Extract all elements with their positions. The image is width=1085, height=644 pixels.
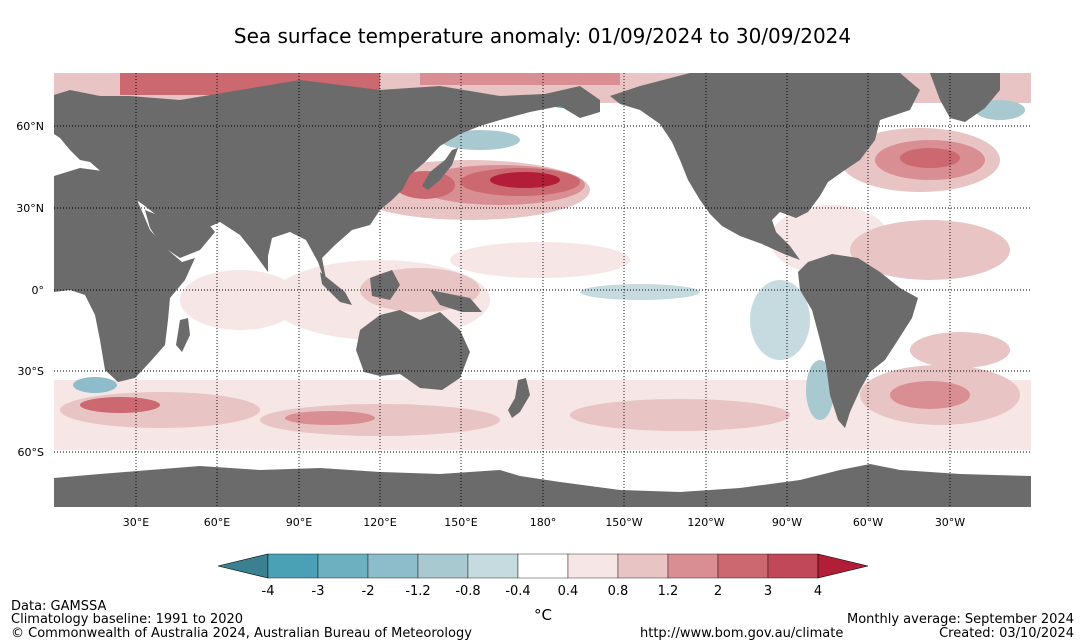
colorbar-segment: [617, 553, 669, 579]
lat-label-30s: 30°S: [18, 365, 44, 378]
graticule: [54, 73, 1031, 507]
lon-label-120e: 120°E: [363, 516, 396, 529]
colorbar-segment: [517, 553, 569, 579]
colorbar-unit: °C: [534, 606, 552, 624]
colorbar-extend-low: [217, 553, 269, 579]
colorbar-tick: 0.8: [608, 584, 629, 599]
colorbar-tick: -4: [262, 584, 275, 599]
footer-data-source: Data: GAMSSA: [11, 599, 107, 614]
lon-label-120w: 120°W: [687, 516, 724, 529]
colorbar-extend-high: [817, 553, 869, 579]
colorbar-tick: 3: [764, 584, 772, 599]
lon-label-30e: 30°E: [123, 516, 149, 529]
footer-created: Created: 03/10/2024: [939, 626, 1074, 641]
colorbar-tick: 2: [714, 584, 722, 599]
map-title: Sea surface temperature anomaly: 01/09/2…: [233, 24, 852, 48]
colorbar-segment: [717, 553, 769, 579]
greenland-land: [930, 73, 1000, 122]
lon-label-30w: 30°W: [935, 516, 965, 529]
australia-land: [356, 310, 470, 390]
lon-label-60w: 60°W: [853, 516, 883, 529]
colorbar-segment: [667, 553, 719, 579]
footer-period: Monthly average: September 2024: [847, 612, 1074, 627]
land-masses: [54, 73, 1031, 507]
lon-label-150e: 150°E: [444, 516, 477, 529]
eurasia-land: [54, 80, 600, 290]
lon-label-90e: 90°E: [286, 516, 312, 529]
lon-label-150w: 150°W: [605, 516, 642, 529]
north-america-land: [610, 73, 920, 260]
sumatra-land: [320, 272, 352, 305]
south-america-land: [798, 254, 918, 428]
lat-label-60n: 60°N: [16, 120, 44, 133]
lat-label-equator: 0°: [32, 284, 45, 297]
colorbar-segment: [267, 553, 319, 579]
colorbar-segment: [317, 553, 369, 579]
colorbar-segment: [467, 553, 519, 579]
lat-label-60s: 60°S: [18, 446, 44, 459]
longitude-labels: 30°E 60°E 90°E 120°E 150°E 180° 150°W 12…: [123, 516, 966, 529]
lon-label-90w: 90°W: [772, 516, 802, 529]
colorbar-segment: [367, 553, 419, 579]
latitude-labels: 60°N 30°N 0° 30°S 60°S: [16, 120, 44, 459]
colorbar-tick: -0.4: [505, 584, 530, 599]
colorbar-tick: 1.2: [658, 584, 679, 599]
colorbar-tick: 0.4: [558, 584, 579, 599]
colorbar-tick: -0.8: [455, 584, 480, 599]
colorbar: -4 -3 -2 -1.2 -0.8 -0.4 0.4 0.8 1.2 2 3 …: [217, 553, 869, 624]
colorbar-tick: -3: [312, 584, 325, 599]
colorbar-segment: [767, 553, 819, 579]
colorbar-tick: -2: [362, 584, 375, 599]
lon-label-60e: 60°E: [204, 516, 230, 529]
footer-url: http://www.bom.gov.au/climate: [640, 626, 844, 641]
japan-land: [422, 148, 458, 190]
lon-label-180: 180°: [530, 516, 557, 529]
new-guinea-land: [430, 290, 482, 312]
colorbar-tick: 4: [814, 584, 822, 599]
footer-copyright: © Commonwealth of Australia 2024, Austra…: [11, 626, 472, 641]
colorbar-segment: [417, 553, 469, 579]
new-zealand-land: [508, 378, 530, 418]
madagascar-land: [176, 318, 190, 352]
lat-label-30n: 30°N: [16, 202, 44, 215]
footer-baseline: Climatology baseline: 1991 to 2020: [11, 612, 244, 627]
colorbar-segment: [567, 553, 619, 579]
borneo-land: [370, 270, 400, 300]
colorbar-tick: -1.2: [405, 584, 430, 599]
africa-land: [54, 168, 195, 382]
